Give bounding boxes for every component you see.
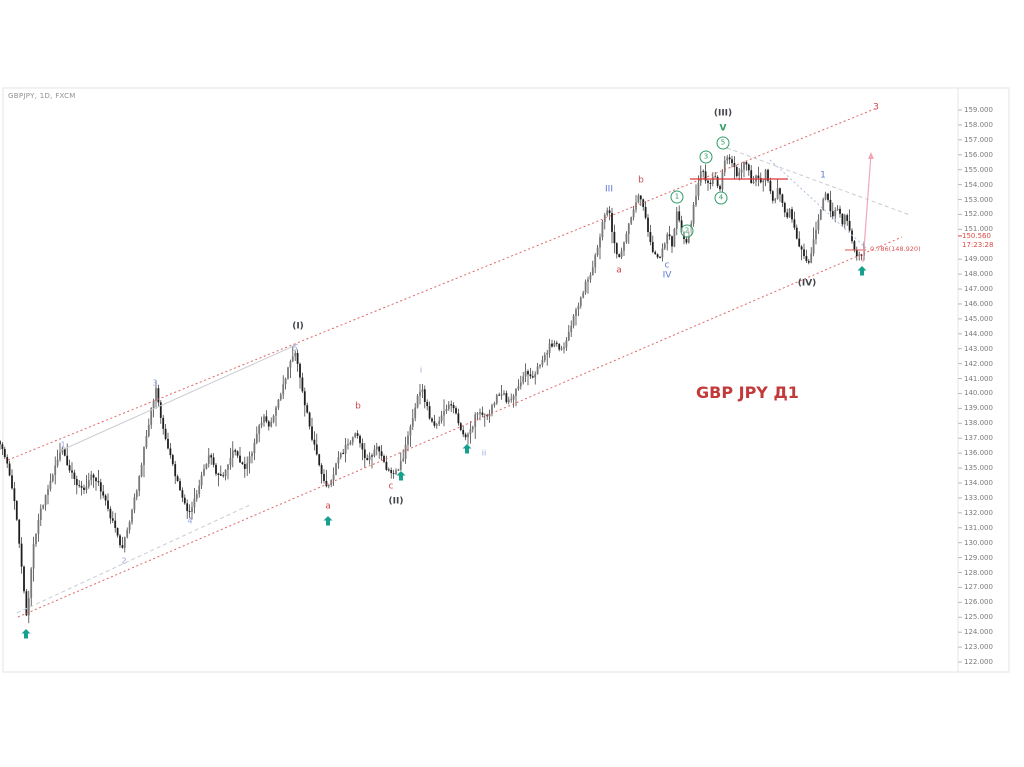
trendline-grey-dash[interactable] — [16, 503, 253, 614]
fib-retracement-label: 0.786(148.920) — [870, 245, 921, 253]
up-arrow-icon — [323, 516, 333, 526]
chart-frame — [2, 87, 1010, 673]
symbol-legend[interactable]: GBPJPY, 1D, FXCM — [8, 92, 76, 100]
trendline-blue-dot[interactable] — [769, 159, 867, 249]
projection-arrowhead-icon — [868, 152, 874, 159]
up-arrow-icon — [396, 471, 406, 481]
up-arrow-icon — [857, 266, 867, 276]
projection-arrow-line[interactable] — [862, 153, 872, 263]
trendline-red-dot[interactable] — [17, 236, 903, 618]
up-arrow-icon — [21, 629, 31, 639]
bar-countdown-label: 17:23:28 — [962, 240, 994, 249]
trendline-red-dot[interactable] — [7, 107, 878, 461]
trendline-grey-dash[interactable] — [726, 147, 911, 216]
chart-watermark: GBP JPY Д1 — [696, 383, 799, 402]
last-price-label: 150.560 — [962, 231, 991, 240]
trendline-grey-solid[interactable] — [61, 343, 299, 451]
up-arrow-icon — [462, 444, 472, 454]
